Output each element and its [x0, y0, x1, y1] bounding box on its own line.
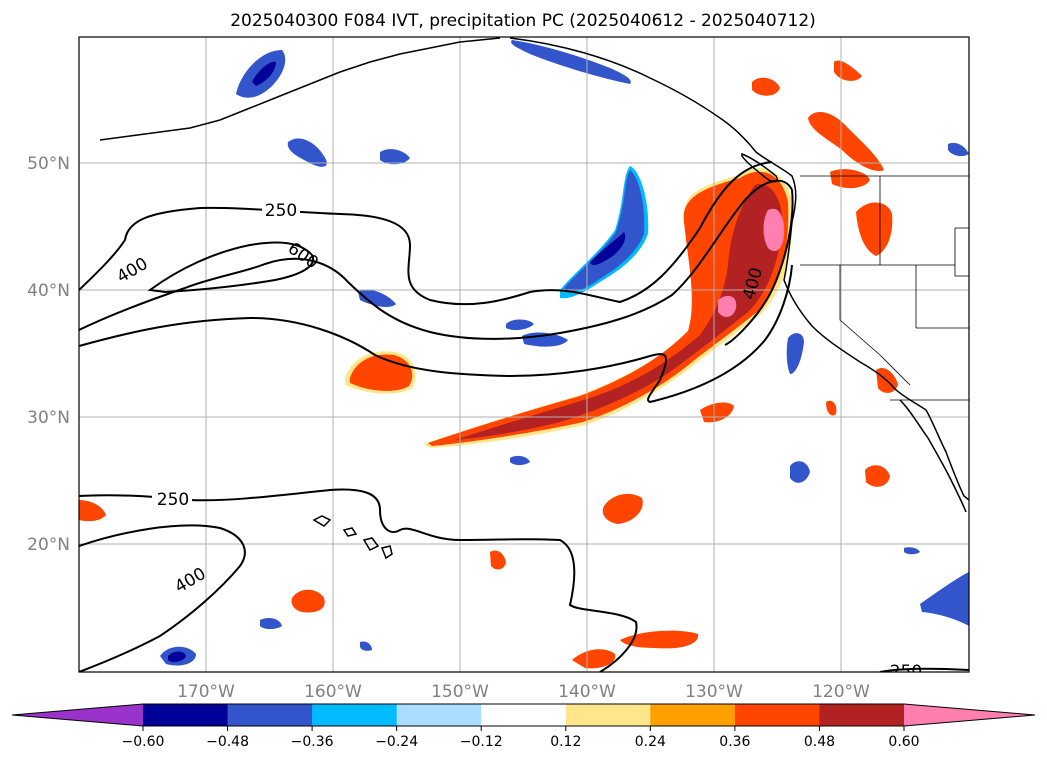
- negative-blob-5: [506, 319, 534, 331]
- negative-blob-gulf-2: [380, 149, 410, 165]
- precip-blob-south-2: [602, 493, 643, 524]
- colorbar-extend-low: [12, 704, 143, 726]
- graticule: [79, 37, 969, 672]
- precip-blob-nw-4: [752, 77, 780, 96]
- lon-label-130w: 130°W: [685, 682, 743, 702]
- colorbar-tick-label: −0.48: [206, 734, 249, 750]
- border-state-4: [954, 227, 969, 277]
- coast-north-america: [509, 37, 969, 501]
- precip-blob-nw-2: [830, 169, 870, 189]
- ar-precip-band-core: [455, 184, 782, 440]
- lat-tick-labels: 50°N 40°N 30°N 20°N: [27, 154, 70, 555]
- colorbar-tick-label: −0.36: [291, 734, 334, 750]
- precip-blob-south-1: [291, 589, 325, 613]
- precip-blob-west-edge: [79, 500, 106, 522]
- negative-blob-alaska-core: [252, 61, 276, 86]
- coast-baja: [899, 399, 967, 513]
- ar-precip-band-max: [763, 208, 785, 252]
- lat-label-40n: 40°N: [27, 281, 70, 301]
- colorbar-bin: [396, 704, 482, 726]
- map-background: [79, 37, 969, 672]
- colorbar-tick-label: 0.48: [804, 734, 835, 750]
- contour-400-south: [79, 524, 246, 672]
- negative-blob-nepac-core: [590, 232, 626, 265]
- contour-250-se: [879, 667, 969, 672]
- negative-blob-14: [360, 641, 372, 651]
- colorbar-extend-high: [904, 704, 1035, 726]
- negative-blob-3: [358, 289, 396, 307]
- lat-label-20n: 20°N: [27, 535, 70, 555]
- colorbar-tick-label: 0.36: [719, 734, 750, 750]
- precip-blob-south-5: [490, 550, 506, 570]
- negative-blob-nepac: [564, 170, 645, 292]
- precip-blob-nw-3: [856, 202, 893, 256]
- precip-positive-anomalies: [79, 60, 898, 669]
- map-title: 2025040300 F084 IVT, precipitation PC (2…: [230, 11, 816, 31]
- ar-precip-band-max-2: [718, 295, 737, 317]
- colorbar-tick-label: −0.12: [460, 734, 503, 750]
- negative-blob-9: [920, 572, 969, 626]
- hawaii-islands: [312, 515, 393, 560]
- contour-label-250-north: 250: [265, 201, 297, 221]
- negative-blob-12: [260, 618, 282, 629]
- contour-label-bg: [262, 199, 300, 219]
- lon-label-150w: 150°W: [431, 682, 489, 702]
- colorbar-bin: [312, 704, 398, 726]
- contour-label-250-se: 250: [890, 662, 922, 682]
- colorbar-tick-label: 0.12: [550, 734, 581, 750]
- political-borders: [800, 175, 969, 401]
- contour-label-250-south: 250: [157, 490, 189, 510]
- negative-blob-7: [786, 333, 804, 374]
- contour-400-inner: [79, 264, 793, 404]
- precip-blob-nw-1: [808, 112, 884, 172]
- lon-label-160w: 160°W: [304, 682, 362, 702]
- negative-blob-10: [948, 142, 969, 157]
- colorbar-bin: [734, 704, 820, 726]
- precip-blob-south-4: [620, 630, 699, 649]
- precip-blob-southeast-1: [865, 465, 890, 487]
- negative-blob-13: [904, 547, 920, 555]
- negative-blob-6-core: [168, 651, 186, 663]
- negative-blob-15: [510, 455, 530, 465]
- colorbar-bin: [565, 704, 651, 726]
- negative-blob-11: [511, 40, 631, 84]
- contour-250-upper: [79, 161, 773, 306]
- negative-blob-8: [790, 461, 810, 483]
- colorbar-bin: [143, 704, 229, 726]
- ar-precip-band-orange: [428, 171, 789, 446]
- colorbar-tick-label: 0.60: [888, 734, 919, 750]
- lat-label-30n: 30°N: [27, 408, 70, 428]
- map-panel: 250 600 400 400 250 400 250: [78, 36, 970, 682]
- contour-400-outer: [79, 179, 794, 346]
- coast-alaska-peninsula: [99, 37, 501, 141]
- colorbar-tick-label: 0.24: [635, 734, 666, 750]
- map-frame: [78, 36, 970, 673]
- negative-blob-gulf-1: [287, 138, 327, 167]
- precip-blob-south-3: [572, 649, 616, 669]
- border-california: [839, 265, 911, 386]
- ivt-contours: [79, 161, 969, 672]
- colorbar-tick-label: −0.60: [122, 734, 165, 750]
- precip-blob-southeast-2: [826, 400, 837, 416]
- precip-negative-anomalies: [160, 40, 969, 666]
- colorbar-bin: [819, 704, 905, 726]
- contour-label-bg-2: [152, 488, 192, 508]
- colorbar-bin: [227, 704, 313, 726]
- lon-label-120w: 120°W: [812, 682, 870, 702]
- lat-label-50n: 50°N: [27, 154, 70, 174]
- lon-label-140w: 140°W: [558, 682, 616, 702]
- coastlines: [99, 37, 969, 560]
- colorbar-bin: [650, 704, 736, 726]
- lon-label-170w: 170°W: [177, 682, 235, 702]
- colorbar-bin: [481, 704, 567, 726]
- colorbar-tick-label: −0.24: [375, 734, 418, 750]
- lon-tick-labels: 170°W 160°W 150°W 140°W 130°W 120°W: [177, 682, 870, 702]
- colorbar: −0.60 −0.48 −0.36 −0.24 −0.12 0.12 0.24 0.36 0.4…: [11, 703, 1036, 750]
- contour-250-south: [79, 488, 638, 672]
- contour-600: [147, 241, 315, 294]
